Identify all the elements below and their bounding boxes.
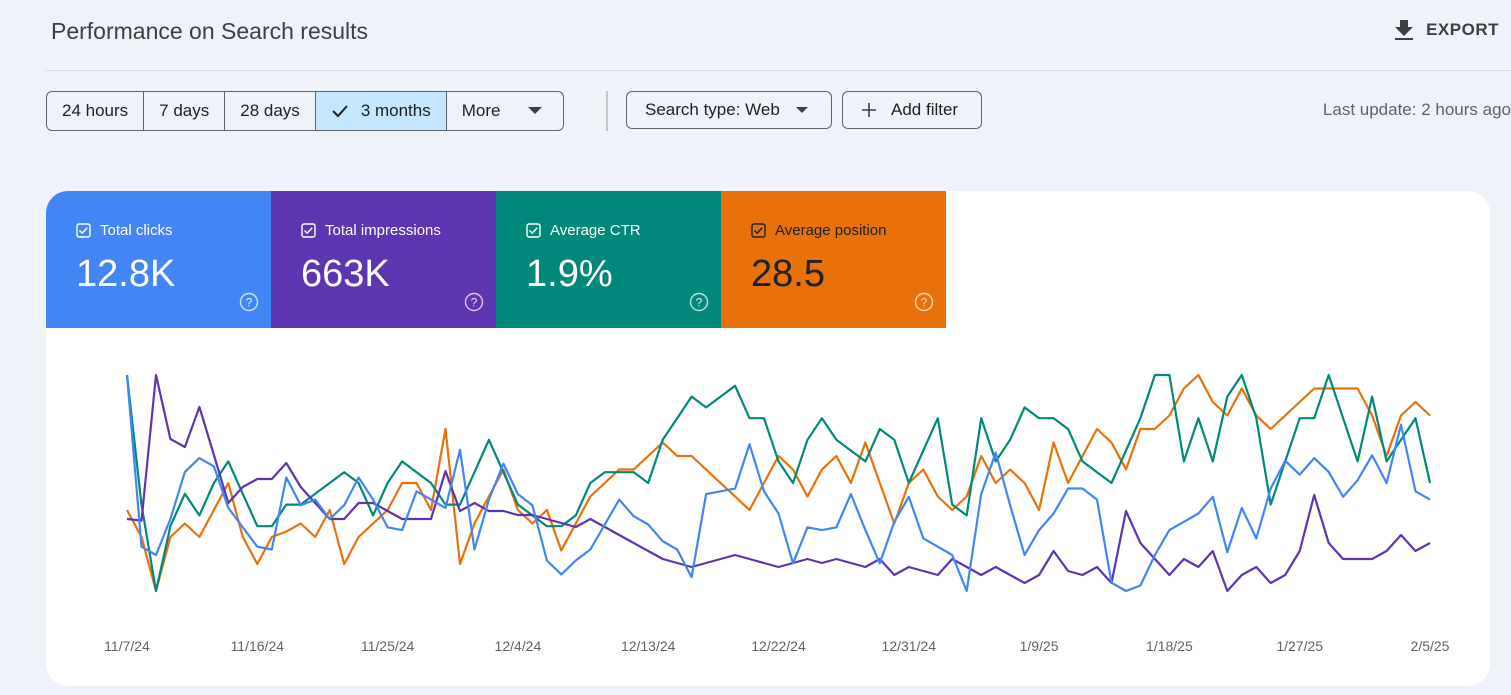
checkbox [751,223,766,238]
x-tick-label: 11/7/24 [104,638,150,654]
export-button[interactable]: EXPORT [1394,19,1499,41]
divider [46,70,1511,71]
page-title: Performance on Search results [51,18,369,44]
chart: 11/7/24 11/16/24 11/25/24 12/4/24 12/13/24 12… [104,373,1450,654]
range-label: More [461,101,501,120]
metric-card[interactable]: Total clicks 12.8K? [46,191,271,328]
chip-label: Add filter [891,100,959,119]
card-label-row: Total impressions [301,222,441,239]
metric-card[interactable]: Average CTR 1.9%? [496,191,721,328]
card-label-row: Average position [751,222,886,239]
x-tick-label: 1/27/25 [1276,638,1323,654]
range-label: 3 months [360,101,431,120]
card-label-row: Average CTR [526,222,641,239]
x-tick-label: 1/9/25 [1020,638,1059,654]
plus-icon [862,103,876,117]
last-update: Last update: 2 hours ago [1322,100,1511,119]
card-label: Average CTR [550,222,641,239]
x-tick-label: 12/22/24 [751,638,806,654]
x-tick-label: 11/25/24 [361,638,415,654]
series-line [126,373,1431,593]
performance-panel: 11/7/24 11/16/24 11/25/24 12/4/24 12/13/24 12… [46,191,1490,686]
export-label: EXPORT [1426,20,1499,39]
x-tick-label: 12/4/24 [495,638,542,654]
card-value: 663K [301,253,390,295]
metric-card[interactable]: Total impressions 663K? [271,191,496,328]
checkbox [76,223,91,238]
svg-text:?: ? [246,296,253,310]
x-tick-label: 12/13/24 [621,638,676,654]
card-label-row: Total clicks [76,222,173,239]
help-icon[interactable]: ? [914,292,934,312]
checkbox [526,223,541,238]
card-label: Average position [775,222,887,239]
x-tick-label: 1/18/25 [1146,638,1193,654]
date-range: 24 hours 7 days 28 days 3 months More [46,91,565,131]
checkbox [301,223,316,238]
dropdown-icon [795,106,808,113]
help-icon[interactable]: ? [689,292,709,312]
chip-label: Search type: Web [645,100,780,119]
card-value: 12.8K [76,253,176,295]
download-icon [1395,20,1414,40]
check-icon [332,105,348,118]
card-label: Total clicks [100,222,173,239]
range-option[interactable]: 7 days [144,92,226,130]
svg-text:?: ? [921,296,928,310]
series-line [125,374,1431,593]
card-label: Total impressions [325,222,441,239]
svg-text:?: ? [471,296,478,310]
series-line [125,373,1432,593]
dropdown-icon [528,107,543,114]
range-option-selected[interactable]: 3 months [315,92,447,130]
svg-text:?: ? [696,296,703,310]
x-tick-label: 2/5/25 [1411,638,1450,654]
series-line [126,373,1431,593]
add-filter-chip[interactable]: Add filter [842,91,982,129]
metric-card[interactable]: Average position 28.5? [721,191,946,328]
search-type-chip[interactable]: Search type: Web [626,91,832,129]
range-option[interactable]: 28 days [225,92,316,130]
range-option[interactable]: 24 hours [47,92,145,130]
range-more[interactable]: More [447,92,564,130]
card-value: 28.5 [751,253,825,295]
help-icon[interactable]: ? [464,292,484,312]
card-value: 1.9% [526,253,613,295]
x-tick-label: 12/31/24 [882,638,937,654]
help-icon[interactable]: ? [239,292,259,312]
x-tick-label: 11/16/24 [231,638,285,654]
separator [606,91,608,131]
